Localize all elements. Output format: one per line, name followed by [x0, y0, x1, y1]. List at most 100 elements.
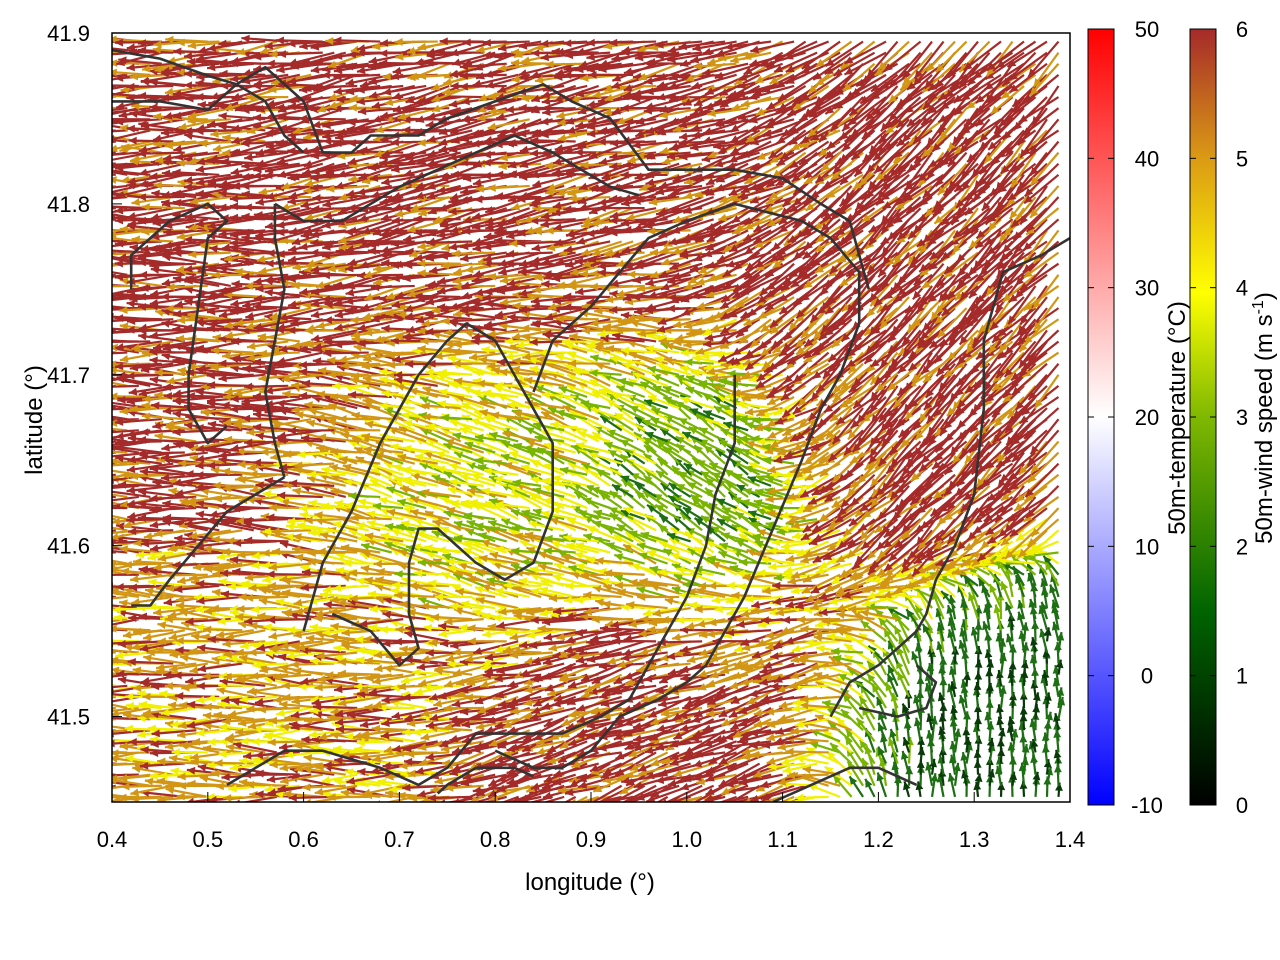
wind-arrow-head	[867, 660, 876, 670]
wind-arrow-head	[510, 563, 520, 571]
wind-arrow-head	[560, 672, 569, 680]
wind-arrow-head	[986, 682, 994, 692]
wind-arrow-head	[554, 694, 564, 702]
wind-arrow-head	[314, 683, 323, 692]
wind-arrow-head	[552, 574, 562, 582]
wind-arrow-head	[148, 578, 157, 587]
wind-arrow-head	[726, 581, 735, 590]
wind-arrow-head	[694, 605, 703, 614]
wind-arrow-head	[1032, 692, 1041, 702]
wind-arrow-shaft	[112, 672, 117, 676]
wind-arrow-head	[759, 678, 769, 686]
wind-arrow-head	[474, 696, 484, 705]
wind-arrow-head	[168, 610, 177, 619]
wind-arrow-head	[421, 655, 430, 663]
wind-arrow-head	[216, 686, 226, 695]
wind-arrow-head	[241, 579, 250, 588]
wind-arrow-shaft	[779, 795, 795, 802]
wind-arrow-head	[301, 568, 311, 577]
wind-arrow-head	[422, 683, 432, 691]
wind-arrow-head	[708, 801, 710, 802]
wind-arrow-head	[809, 741, 819, 750]
wind-arrow-head	[333, 777, 343, 786]
wind-arrow-head	[579, 612, 589, 621]
wind-arrow-head	[283, 608, 293, 616]
wind-arrow-head	[929, 758, 938, 768]
wind-arrow-head	[773, 675, 783, 683]
wind-arrow-head	[962, 727, 971, 736]
wind-arrow-head	[497, 700, 507, 708]
wind-arrow-head	[621, 776, 630, 785]
wind-arrow-head	[559, 650, 569, 658]
wind-arrow-head	[294, 607, 303, 616]
wind-arrow-head	[239, 695, 248, 704]
wind-arrow-head	[777, 685, 787, 693]
wind-arrow-head	[462, 803, 471, 811]
wind-arrow-head	[636, 665, 645, 674]
wind-arrow-head	[719, 658, 729, 666]
wind-arrow-head	[576, 704, 586, 712]
wind-arrow-head	[590, 764, 600, 772]
wind-arrow-head	[282, 693, 291, 702]
wind-arrow-head	[498, 607, 507, 616]
wind-arrow-head	[510, 743, 520, 751]
wind-arrow-head	[382, 610, 391, 619]
wind-arrow-head	[453, 668, 462, 677]
wind-arrow-head	[543, 752, 553, 760]
wind-arrow-head	[354, 682, 363, 691]
wind-arrow-head	[578, 781, 588, 789]
wind-arrow-head	[887, 673, 895, 683]
wind-arrow-head	[117, 640, 126, 648]
wind-arrow-head	[86, 787, 95, 795]
wind-arrow-head	[826, 751, 836, 760]
wind-arrow-head	[824, 766, 834, 775]
wind-arrow-shaft	[112, 795, 117, 799]
wind-arrow-head	[365, 674, 374, 682]
wind-arrow-head	[571, 652, 580, 661]
wind-arrow-head	[502, 645, 512, 654]
wind-arrow-head	[506, 767, 516, 776]
wind-arrow-head	[374, 664, 383, 673]
wind-arrow-head	[676, 566, 686, 574]
wind-arrow-head	[445, 654, 455, 663]
wind-arrow-head	[497, 774, 507, 782]
wind-arrow-head	[702, 724, 712, 733]
wind-arrow-head	[749, 689, 758, 698]
wind-arrow-head	[338, 698, 347, 707]
wind-arrow-head	[244, 617, 253, 626]
wind-arrow-head	[759, 666, 769, 675]
wind-arrow-head	[370, 766, 380, 775]
wind-arrow-head	[337, 599, 347, 608]
wind-arrow-head	[619, 811, 628, 818]
wind-arrow-head	[750, 801, 751, 802]
wind-arrow-head	[433, 699, 443, 708]
wind-arrow-head	[127, 657, 136, 666]
wind-arrow-head	[1032, 771, 1041, 781]
wind-arrow-head	[130, 575, 139, 583]
wind-arrow-head	[949, 681, 958, 691]
wind-arrow-head	[145, 587, 154, 596]
wind-arrow-head	[913, 717, 922, 727]
wind-arrow-head	[827, 633, 836, 641]
wind-arrow-head	[814, 620, 824, 629]
wind-arrow-head	[369, 605, 378, 613]
wind-arrow-head	[615, 752, 625, 760]
wind-arrow-head	[344, 768, 354, 777]
wind-arrow-head	[310, 706, 319, 715]
wind-arrow-head	[71, 790, 80, 798]
wind-arrow-head	[213, 711, 223, 720]
wind-arrow-head	[796, 615, 805, 624]
wind-arrow-head	[381, 719, 390, 728]
wind-arrow-head	[1019, 706, 1028, 715]
wind-arrow-head	[777, 742, 787, 751]
wind-arrow-head	[552, 777, 562, 786]
wind-arrow-head	[650, 717, 660, 725]
wind-arrow-head	[547, 745, 557, 753]
wind-arrow-head	[860, 620, 870, 629]
wind-arrow-shaft	[482, 795, 507, 802]
wind-arrow-head	[253, 725, 262, 734]
wind-arrow-shaft	[720, 795, 749, 802]
wind-arrow-head	[207, 738, 216, 746]
wind-arrow-head	[222, 639, 231, 648]
